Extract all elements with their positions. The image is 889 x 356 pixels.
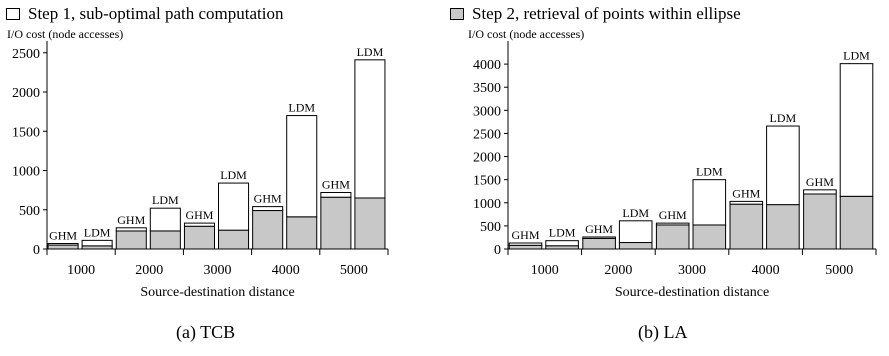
y-tick-label: 500: [19, 204, 40, 219]
legend-step1-label: Step 1, sub-optimal path computation: [28, 4, 284, 23]
y-tick-label: 1500: [473, 174, 501, 189]
y-tick-label: 2000: [473, 151, 501, 166]
bar-step2-ghm: [508, 244, 543, 250]
bar-step2-ldm: [354, 197, 386, 250]
legend-step2: Step 2, retrieval of points within ellip…: [450, 4, 741, 24]
y-tick-label: 0: [33, 243, 40, 258]
bar-step2-ghm: [803, 193, 837, 250]
bar-step1-ldm: [354, 59, 386, 199]
x-axis-label: Source-destination distance: [140, 285, 294, 300]
bar-method-label: GHM: [49, 229, 77, 243]
bar-step2-ghm: [582, 237, 616, 250]
bar-step1-ldm: [839, 63, 874, 197]
bar-method-label: LDM: [622, 206, 649, 220]
bar-method-label: GHM: [117, 213, 145, 227]
bar-method-label: GHM: [185, 208, 213, 222]
bar-step1-ldm: [81, 239, 113, 247]
bar-method-label: GHM: [511, 228, 539, 242]
y-tick-label: 2500: [473, 127, 501, 142]
y-tick-label: 1000: [473, 197, 501, 212]
bar-method-label: LDM: [288, 101, 315, 115]
bar-step2-ghm: [252, 210, 284, 250]
legend-step1: Step 1, sub-optimal path computation: [6, 4, 283, 24]
y-tick-label: 1500: [12, 125, 40, 140]
x-tick-label: 5000: [825, 263, 853, 278]
bar-step1-ldm: [545, 240, 579, 247]
y-tick-label: 2500: [12, 47, 40, 62]
bar-method-label: GHM: [585, 222, 613, 236]
bar-step2-ldm: [766, 204, 800, 250]
bar-method-label: LDM: [549, 226, 576, 240]
y-tick-label: 1000: [12, 165, 40, 180]
bar-method-label: LDM: [357, 45, 384, 59]
bar-method-label: LDM: [696, 165, 723, 179]
bar-method-label: GHM: [322, 177, 350, 191]
bar-step1-ghm: [252, 206, 284, 212]
bar-step1-ghm: [47, 243, 79, 246]
bar-method-label: GHM: [806, 175, 834, 189]
x-tick-label: 5000: [340, 263, 368, 278]
bar-step1-ghm: [183, 222, 215, 227]
bar-method-label: GHM: [254, 192, 282, 206]
bar-step1-ghm: [655, 222, 690, 226]
bar-step1-ldm: [692, 179, 727, 226]
x-tick-label: 3000: [678, 263, 706, 278]
bar-step1-ghm: [582, 236, 616, 239]
bar-step1-ldm: [149, 207, 181, 232]
bar-method-label: GHM: [659, 208, 687, 222]
y-tick-label: 3500: [473, 81, 501, 96]
x-tick-label: 2000: [135, 263, 163, 278]
bar-step1-ldm: [766, 125, 800, 206]
y-tick-label: 4000: [473, 58, 501, 73]
x-tick-label: 1000: [531, 263, 559, 278]
y-axis-label: I/O cost (node accesses): [7, 27, 123, 41]
bar-step2-ghm: [729, 203, 764, 250]
y-tick-label: 500: [480, 220, 501, 235]
bar-step1-ghm: [115, 227, 147, 232]
x-tick-label: 4000: [272, 263, 300, 278]
x-tick-label: 1000: [67, 263, 95, 278]
bar-step2-ldm: [839, 195, 874, 250]
caption-la: (b) LA: [638, 322, 688, 342]
bar-method-label: LDM: [770, 111, 797, 125]
x-tick-label: 3000: [204, 263, 232, 278]
y-axis-label: I/O cost (node accesses): [468, 27, 584, 41]
legend-step2-label: Step 2, retrieval of points within ellip…: [472, 4, 741, 23]
bar-step2-ghm: [655, 224, 690, 250]
bar-step1-ghm: [803, 189, 837, 195]
y-tick-label: 0: [494, 243, 501, 258]
bar-step2-ldm: [618, 242, 653, 250]
bar-method-label: LDM: [220, 168, 247, 182]
bar-step2-ldm: [286, 216, 318, 250]
bar-step1-ldm: [218, 182, 250, 231]
legend-step2-swatch: [450, 8, 464, 20]
bar-step1-ldm: [618, 220, 653, 244]
y-tick-label: 2000: [12, 86, 40, 101]
bar-method-label: LDM: [152, 193, 179, 207]
caption-tcb: (a) TCB: [176, 322, 236, 342]
x-axis-label: Source-destination distance: [615, 285, 769, 300]
legend-step1-swatch: [6, 8, 20, 20]
x-tick-label: 2000: [604, 263, 632, 278]
bar-step1-ghm: [320, 191, 352, 198]
bar-step2-ldm: [692, 224, 727, 250]
y-tick-label: 3000: [473, 104, 501, 119]
bar-method-label: LDM: [843, 49, 870, 63]
bar-method-label: GHM: [732, 186, 760, 200]
bar-step1-ldm: [286, 115, 318, 218]
bar-step1-ghm: [729, 200, 764, 205]
bar-step1-ghm: [508, 242, 543, 246]
x-tick-label: 4000: [752, 263, 780, 278]
bar-method-label: LDM: [84, 225, 111, 239]
